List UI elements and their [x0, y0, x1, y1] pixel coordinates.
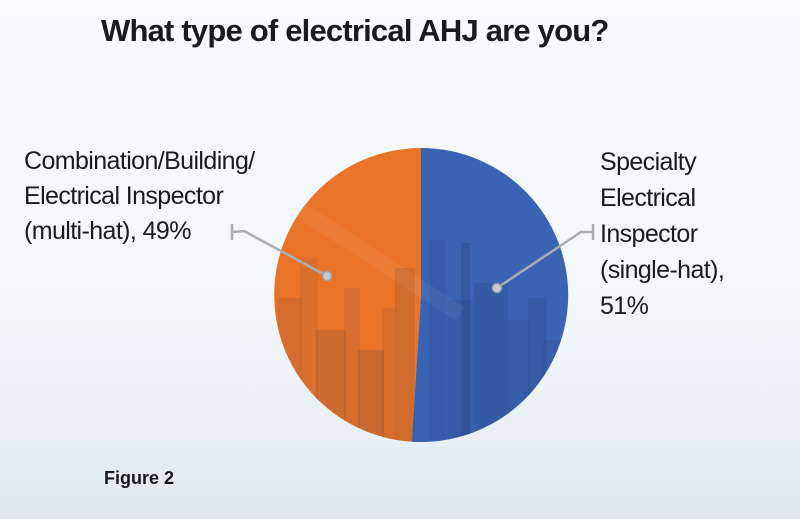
- leader-lines: [230, 224, 595, 294]
- leader-dot-right: [491, 282, 503, 294]
- figure-label: Figure 2: [104, 468, 175, 488]
- leader-dot-left: [321, 270, 333, 282]
- pie-slice-single-hat: [411, 147, 569, 442]
- pie-slices: [274, 147, 569, 442]
- leader-path-right: [496, 230, 593, 290]
- leader-line-single-hat: [491, 224, 595, 294]
- chart-title: What type of electrical AHJ are you?: [101, 13, 609, 48]
- callout-multi-hat-label: Combination/Building/ Electrical Inspect…: [24, 147, 255, 245]
- leader-path-left: [231, 229, 328, 278]
- callout-single-hat-label: Specialty Electrical Inspector (single-h…: [600, 148, 725, 320]
- pie-slice-multi-hat: [274, 148, 421, 442]
- leader-line-multi-hat: [230, 224, 333, 282]
